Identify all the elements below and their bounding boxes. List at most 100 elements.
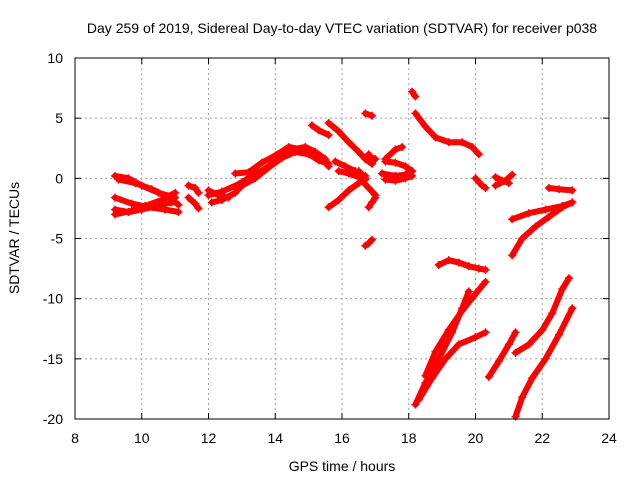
data-point — [458, 138, 467, 147]
data-point — [217, 187, 226, 196]
data-point — [471, 174, 480, 183]
data-point — [167, 198, 176, 207]
data-point — [434, 354, 443, 363]
data-point — [391, 158, 400, 167]
data-point — [111, 210, 120, 219]
data-point — [127, 206, 136, 215]
data-point — [558, 202, 567, 211]
data-point — [441, 354, 450, 363]
data-point — [171, 188, 180, 197]
data-point — [147, 185, 156, 194]
data-point — [391, 145, 400, 154]
data-point — [468, 143, 477, 152]
sdtvar-trace — [355, 168, 369, 182]
data-point — [344, 186, 353, 195]
x-tick-label: 20 — [468, 430, 484, 446]
data-point — [184, 193, 193, 202]
data-point — [444, 256, 453, 265]
data-point — [354, 167, 363, 176]
y-tick-label: -15 — [43, 351, 63, 367]
tick-labels: 8 10 12 14 16 18 20 22 24 -20 -15 -10 -5 0 5 10 — [43, 50, 617, 446]
data-point — [401, 174, 410, 183]
data-point — [471, 289, 480, 298]
data-point — [174, 200, 183, 209]
data-point — [511, 348, 520, 357]
data-point — [331, 157, 340, 166]
data-point — [354, 147, 363, 156]
data-point — [174, 208, 183, 217]
data-point — [511, 328, 520, 337]
y-tick-label: 0 — [55, 170, 63, 186]
data-point — [341, 162, 350, 171]
x-tick-label: 16 — [334, 430, 350, 446]
data-point — [491, 181, 500, 190]
data-point — [364, 183, 373, 192]
data-point — [544, 212, 553, 221]
data-point — [378, 169, 387, 178]
data-point — [358, 176, 367, 185]
data-point — [334, 167, 343, 176]
data-point — [264, 163, 273, 172]
data-point — [568, 304, 577, 313]
chart-title: Day 259 of 2019, Sidereal Day-to-day VTE… — [87, 20, 597, 36]
data-point — [344, 138, 353, 147]
data-point — [111, 193, 120, 202]
data-point — [284, 143, 293, 152]
data-point — [408, 171, 417, 180]
data-point — [544, 183, 553, 192]
data-point — [421, 371, 430, 380]
sdtvar-trace — [512, 305, 576, 420]
x-tick-label: 24 — [601, 430, 617, 446]
data-point — [204, 191, 213, 200]
data-point — [548, 309, 557, 318]
data-point — [257, 158, 266, 167]
sdtvar-trace — [485, 329, 519, 380]
data-point — [421, 122, 430, 131]
data-point — [538, 325, 547, 334]
data-point — [504, 340, 513, 349]
data-point — [474, 264, 483, 273]
data-point — [568, 186, 577, 195]
data-point — [361, 109, 370, 118]
data-point — [324, 118, 333, 127]
data-point — [364, 150, 373, 159]
sdtvar-trace — [415, 329, 489, 403]
data-point — [307, 121, 316, 130]
x-tick-label: 14 — [267, 430, 283, 446]
data-point — [471, 333, 480, 342]
sdtvar-trace — [238, 148, 332, 189]
data-point — [508, 170, 517, 179]
data-point — [271, 151, 280, 160]
y-tick-label: -5 — [51, 231, 64, 247]
data-point — [411, 109, 420, 118]
data-point — [531, 222, 540, 231]
data-point — [481, 183, 490, 192]
data-point — [474, 150, 483, 159]
data-point — [277, 153, 286, 162]
data-point — [314, 126, 323, 135]
data-point — [191, 199, 200, 208]
x-axis-label: GPS time / hours — [289, 458, 396, 474]
x-tick-label: 8 — [71, 430, 79, 446]
axis-ticks — [74, 57, 610, 420]
data-point — [428, 374, 437, 383]
data-point — [364, 203, 373, 212]
x-tick-label: 18 — [401, 430, 417, 446]
data-point — [541, 205, 550, 214]
data-point — [554, 185, 563, 194]
data-point — [431, 133, 440, 142]
data-point — [324, 203, 333, 212]
data-point — [504, 179, 513, 188]
sdtvar-trace — [422, 278, 489, 379]
data-point — [518, 393, 527, 402]
data-point — [564, 274, 573, 283]
data-point — [491, 173, 500, 182]
y-tick-label: 10 — [47, 50, 63, 66]
data-point — [518, 234, 527, 243]
data-point — [524, 340, 533, 349]
data-point — [368, 198, 377, 207]
data-traces — [111, 87, 577, 421]
data-point — [251, 174, 260, 183]
data-point — [484, 372, 493, 381]
